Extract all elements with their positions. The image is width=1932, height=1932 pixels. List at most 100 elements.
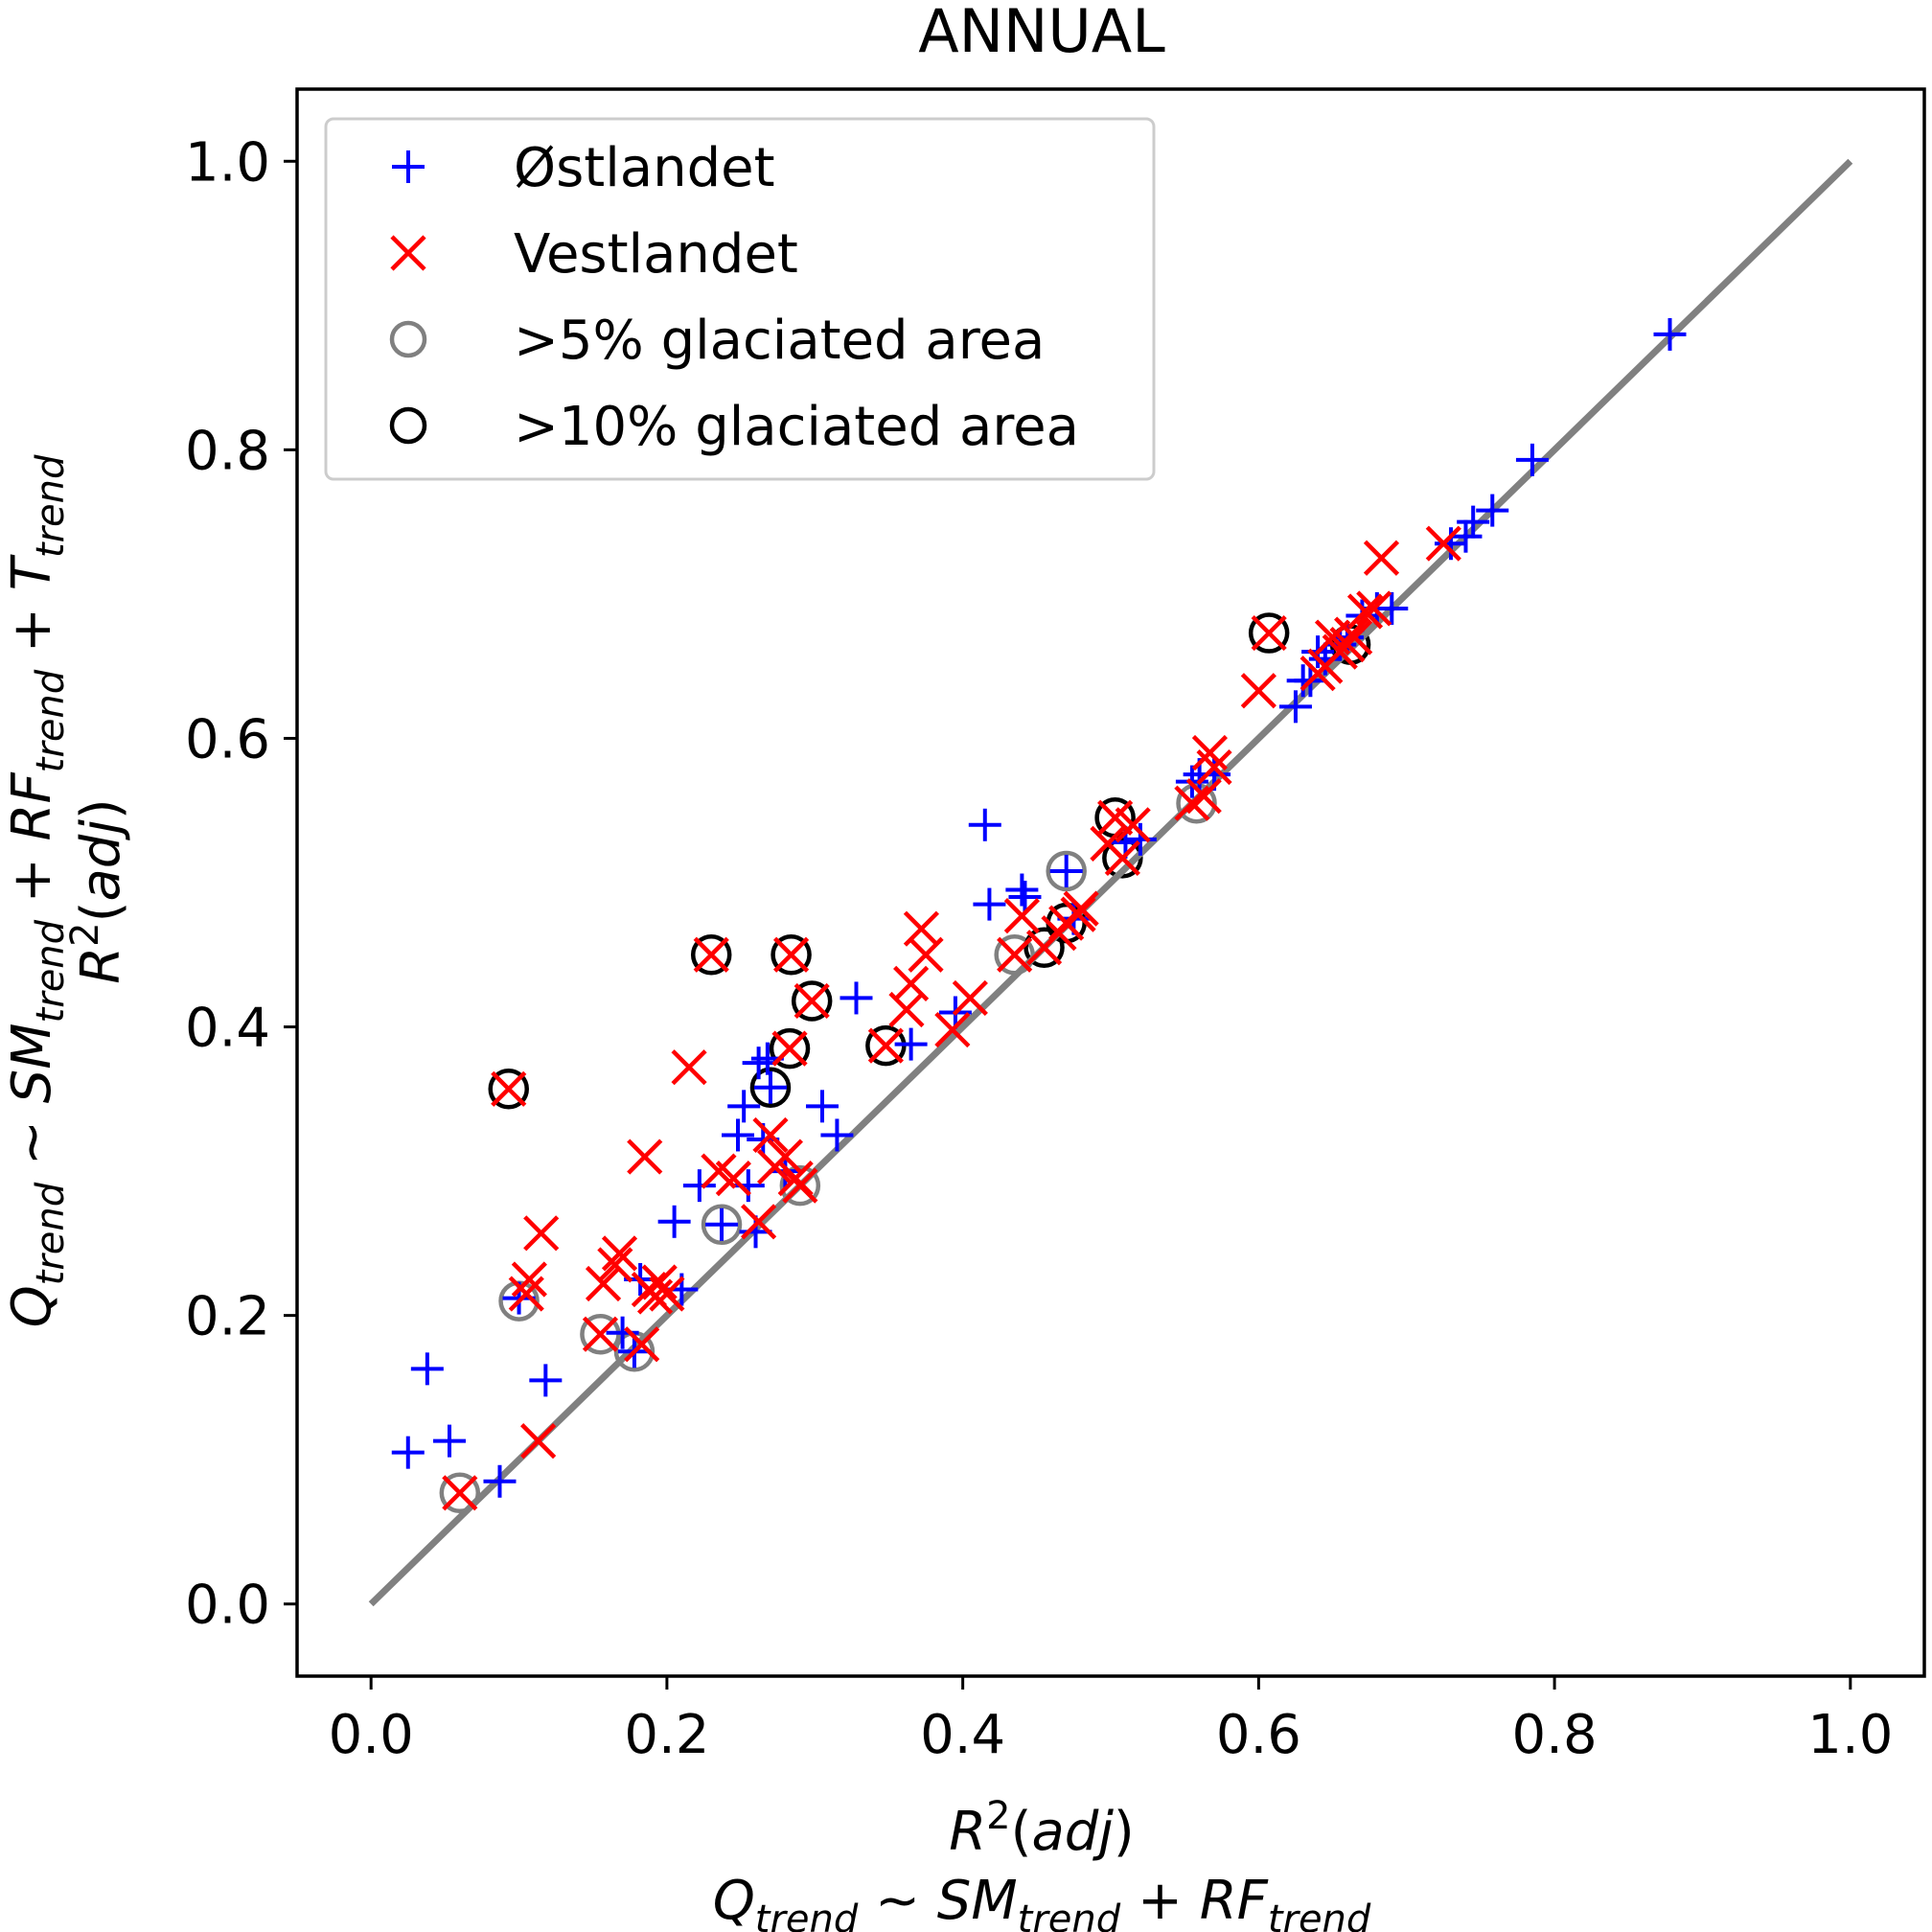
vestlandet-point xyxy=(693,936,729,973)
legend-label: >5% glaciated area xyxy=(514,310,1045,372)
ostlandet-point xyxy=(1457,505,1490,539)
ostlandet-point xyxy=(606,1316,639,1349)
ostlandet-point xyxy=(805,1090,839,1123)
ostlandet-point xyxy=(1278,690,1312,724)
vestlandet-point xyxy=(772,936,810,973)
ostlandet-point xyxy=(894,1027,928,1061)
ostlandet-point xyxy=(1375,591,1409,625)
vestlandet-point xyxy=(741,1204,777,1240)
ostlandet-point xyxy=(657,1205,691,1238)
chart-title: ANNUAL xyxy=(918,0,1165,66)
x-axis-label-line1: R2(adj) xyxy=(949,1794,1135,1863)
legend-label: Vestlandet xyxy=(514,223,798,286)
vestlandet-point xyxy=(1104,840,1140,876)
vestlandet-point xyxy=(952,979,988,1017)
ostlandet-point xyxy=(1653,317,1687,351)
vestlandet-point xyxy=(1097,799,1134,836)
vestlandet-point xyxy=(1425,525,1461,562)
vestlandet-point xyxy=(624,1326,660,1363)
vestlandet-point xyxy=(715,1161,751,1197)
ostlandet-point xyxy=(1476,494,1509,527)
ostlandet-point xyxy=(1123,822,1157,856)
glaciated-10pct-circle xyxy=(769,1027,811,1070)
ostlandet-point xyxy=(391,1436,425,1469)
legend-label: Østlandet xyxy=(514,137,775,199)
ostlandet-point xyxy=(1449,519,1483,553)
ostlandet-point xyxy=(742,1046,775,1080)
vestlandet-point xyxy=(520,1423,557,1460)
glaciated-5pct-circle xyxy=(1046,850,1087,892)
vestlandet-point xyxy=(585,1265,622,1302)
ostlandet-point xyxy=(727,1090,761,1123)
vestlandet-point xyxy=(782,1167,818,1204)
glaciated-5pct-circle xyxy=(1176,782,1217,824)
one-to-one-reference-line xyxy=(368,158,1853,1607)
vestlandet-point xyxy=(649,1276,685,1312)
ostlandet-point xyxy=(410,1352,444,1386)
vestlandet-point xyxy=(582,1316,619,1352)
legend: Østlandet Vestlandet >5% glaciated area >10… xyxy=(324,117,1156,481)
vestlandet-point xyxy=(627,1138,663,1175)
vestlandet-point xyxy=(794,982,830,1020)
ostlandet-point xyxy=(973,887,1006,921)
vestlandet-point xyxy=(1185,778,1222,815)
vestlandet-point xyxy=(1251,614,1287,652)
y-tick-label: 0.8 xyxy=(185,420,270,482)
vestlandet-point xyxy=(523,1215,560,1252)
glaciated-10pct-circle xyxy=(749,1067,792,1109)
ostlandet-point xyxy=(840,981,873,1015)
vestlandet-point xyxy=(511,1261,547,1298)
vestlandet-point xyxy=(893,965,930,1001)
glaciated-5pct-circle xyxy=(439,1472,481,1514)
legend-plus-icon xyxy=(392,150,425,183)
vestlandet-point xyxy=(601,1235,638,1272)
ostlandet-point xyxy=(968,808,1001,841)
legend-label: >10% glaciated area xyxy=(514,396,1079,458)
x-tick-label: 0.6 xyxy=(1216,1704,1301,1766)
ostlandet-point xyxy=(1005,873,1039,907)
vestlandet-point xyxy=(1356,590,1392,627)
vestlandet-point xyxy=(671,1049,707,1086)
y-tick-label: 0.4 xyxy=(185,998,270,1060)
vestlandet-point xyxy=(508,1276,544,1312)
legend-x-icon xyxy=(390,235,426,271)
ostlandet-point xyxy=(705,1208,739,1241)
plot-area-frame xyxy=(295,87,1926,1678)
vestlandet-point xyxy=(491,1070,527,1107)
ostlandet-point xyxy=(1008,881,1042,914)
ostlandet-markers xyxy=(391,317,1687,1498)
ostlandet-point xyxy=(731,1169,765,1203)
x-tick-label: 0.4 xyxy=(920,1704,1005,1766)
vestlandet-point xyxy=(1115,807,1151,843)
y-axis-ticks: 0.0 0.2 0.4 0.6 0.8 1.0 xyxy=(185,131,297,1637)
ostlandet-point xyxy=(722,1118,755,1152)
vestlandet-point xyxy=(771,1030,808,1067)
vestlandet-point xyxy=(1196,748,1232,786)
y-tick-label: 1.0 xyxy=(185,131,270,194)
vestlandet-point xyxy=(1240,673,1276,709)
ostlandet-point xyxy=(432,1424,466,1458)
ostlandet-point xyxy=(529,1364,563,1397)
ostlandet-point xyxy=(753,1070,787,1104)
x-axis-ticks: 0.0 0.2 0.4 0.6 0.8 1.0 xyxy=(329,1676,1893,1766)
y-tick-label: 0.0 xyxy=(185,1575,270,1637)
ostlandet-point xyxy=(483,1464,517,1498)
vestlandet-point xyxy=(1003,898,1040,934)
vestlandet-point xyxy=(1337,619,1373,656)
x-tick-label: 0.8 xyxy=(1512,1704,1598,1766)
glaciated-10pct-circle xyxy=(1248,612,1290,654)
ostlandet-point xyxy=(1049,854,1083,887)
vestlandet-point xyxy=(442,1475,478,1511)
y-tick-label: 0.2 xyxy=(185,1286,270,1348)
ostlandet-point xyxy=(682,1169,716,1203)
glaciated-10pct-circle xyxy=(690,934,732,976)
ostlandet-point xyxy=(1435,527,1468,561)
y-axis-label-line1: R2(adj) xyxy=(63,798,132,984)
vestlandet-point xyxy=(597,1247,633,1283)
vestlandet-point xyxy=(908,936,944,973)
ostlandet-point xyxy=(1308,642,1342,676)
x-axis-label-line2: Qtrend​ ~ SMtrend​ + RFtrend​ xyxy=(713,1870,1371,1932)
vestlandet-markers xyxy=(442,525,1461,1511)
vestlandet-point xyxy=(1063,890,1099,927)
